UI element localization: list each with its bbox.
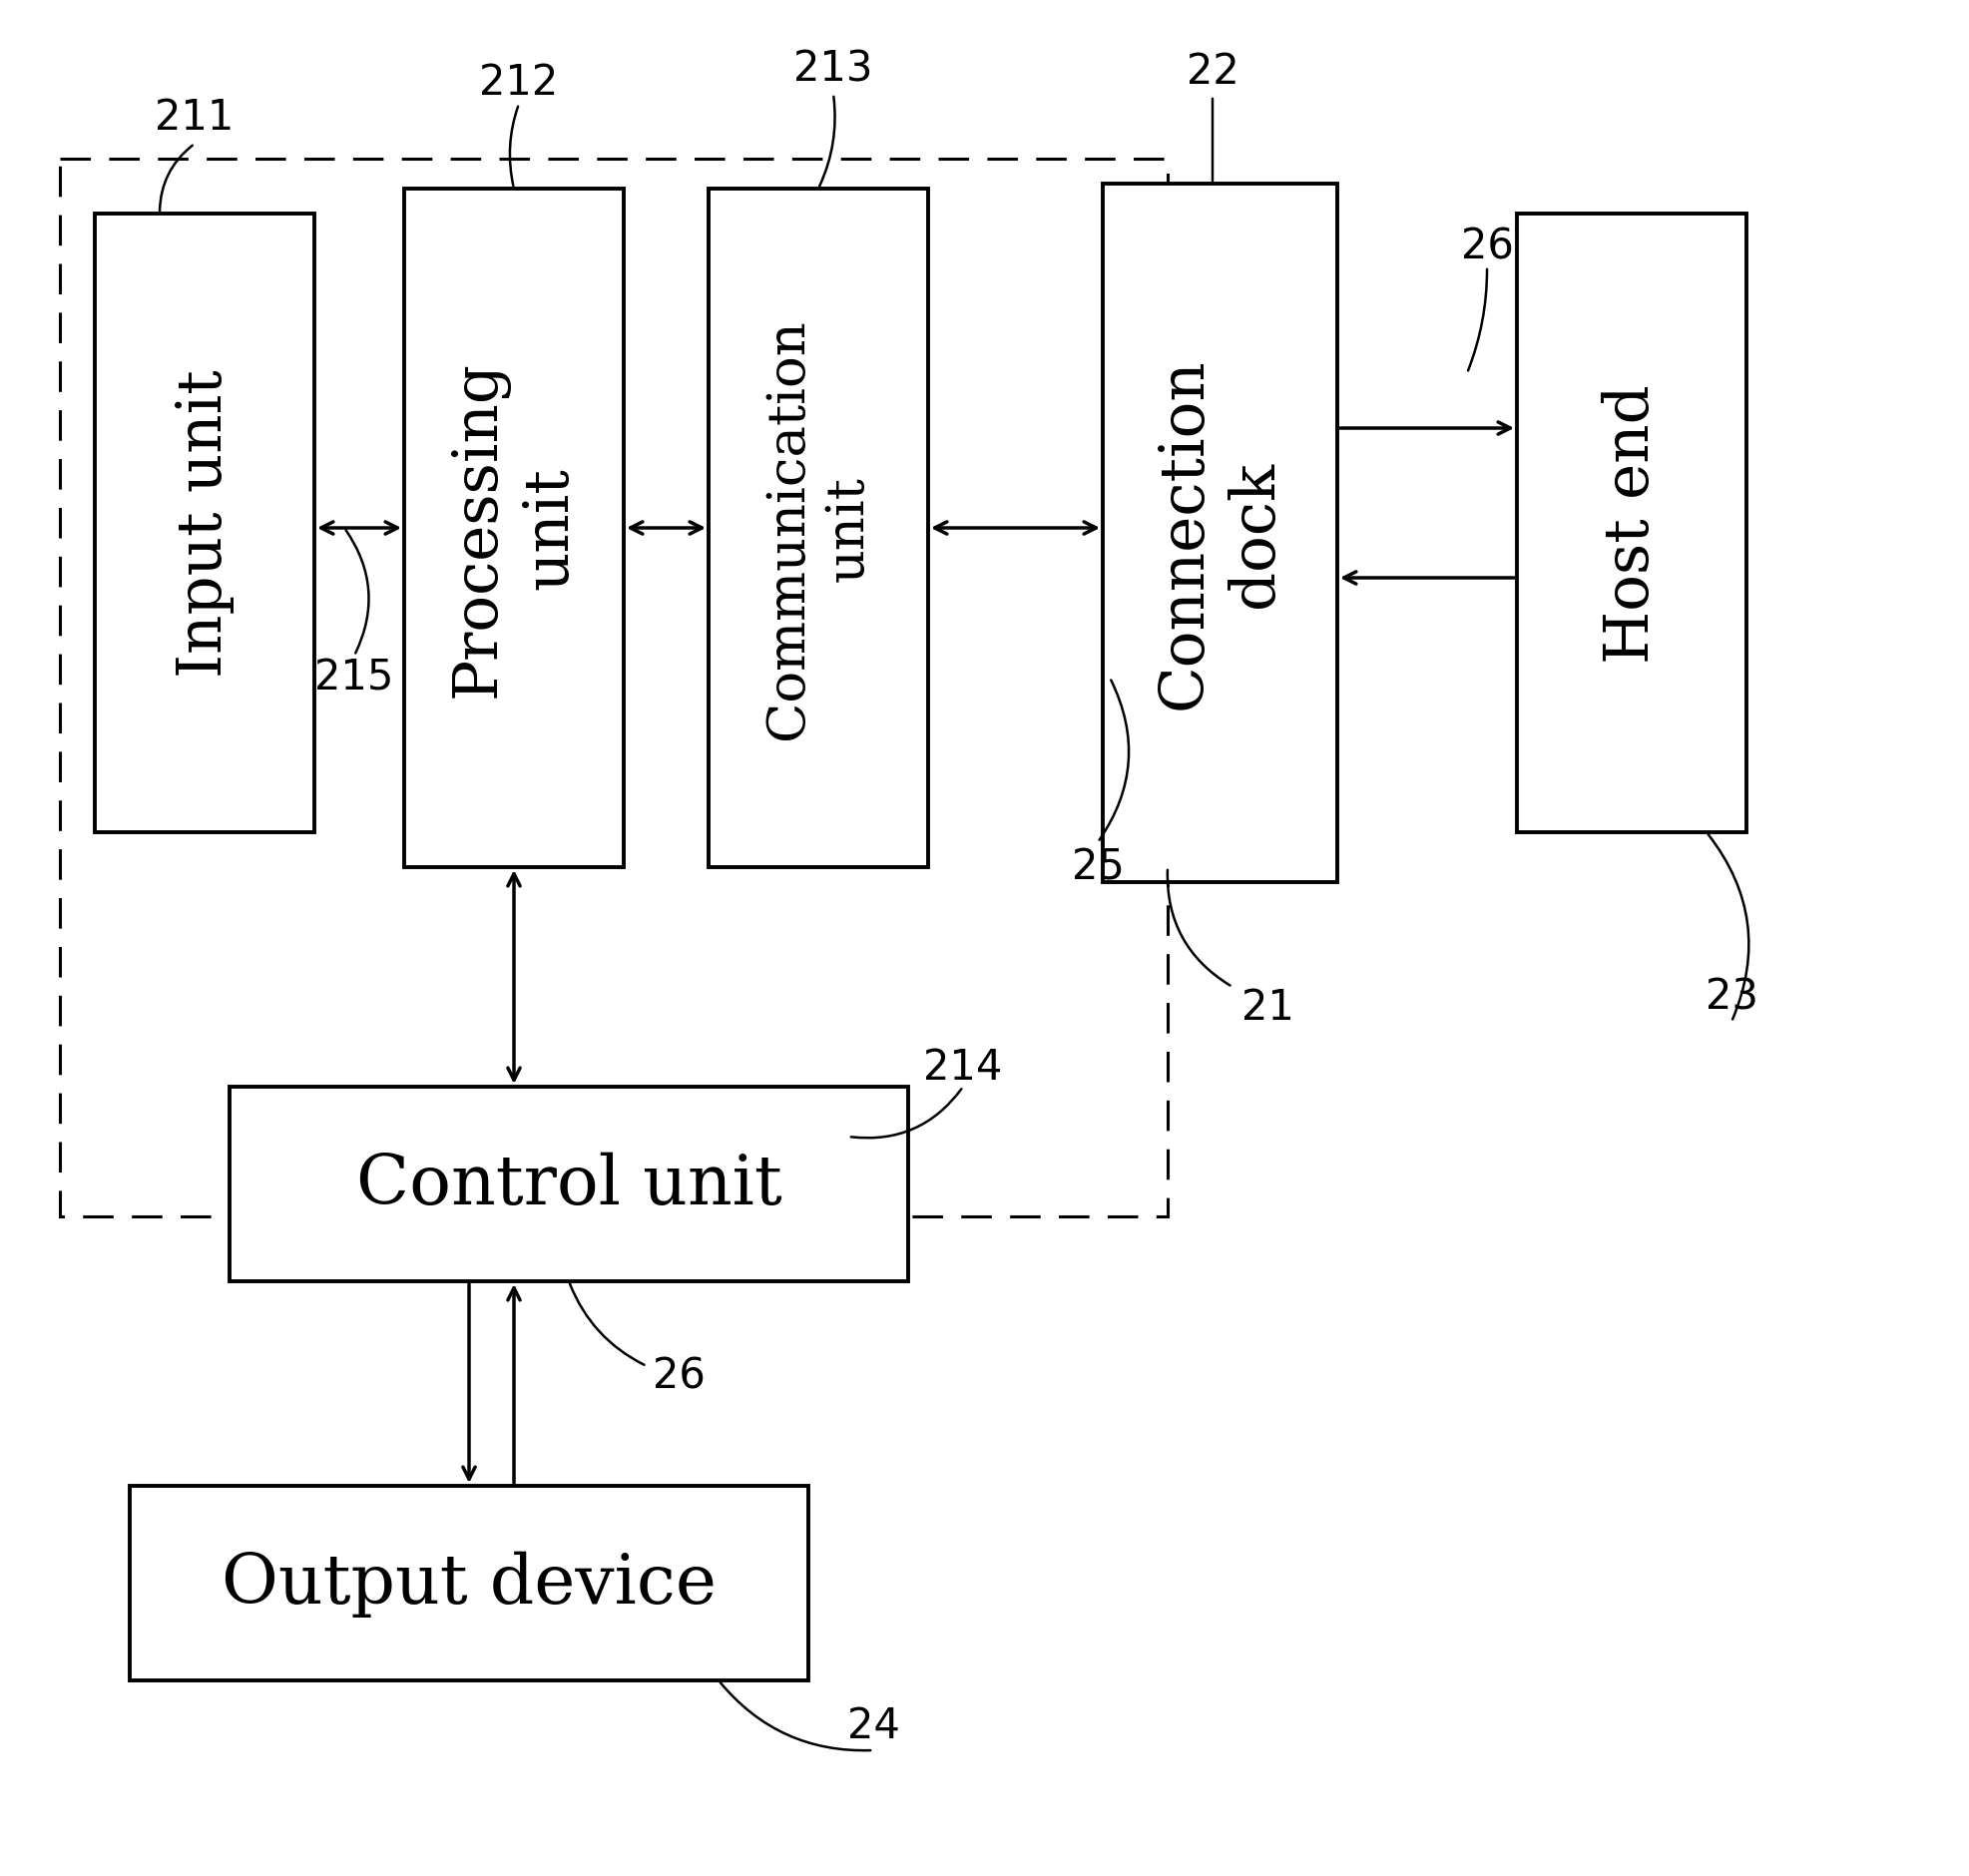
Bar bbox=[59, 159, 1168, 1218]
Bar bbox=[1516, 214, 1747, 833]
Text: 215: 215 bbox=[315, 657, 394, 700]
Text: 25: 25 bbox=[1071, 846, 1124, 889]
Text: Communication
unit: Communication unit bbox=[762, 319, 874, 739]
Text: 213: 213 bbox=[794, 49, 872, 90]
Text: 212: 212 bbox=[478, 62, 557, 103]
Text: Host end: Host end bbox=[1601, 385, 1660, 662]
Bar bbox=[95, 214, 315, 833]
Text: 214: 214 bbox=[923, 1047, 1002, 1088]
Text: Input unit: Input unit bbox=[175, 370, 234, 677]
Text: Output device: Output device bbox=[221, 1550, 717, 1617]
Text: 211: 211 bbox=[156, 98, 234, 139]
Text: 21: 21 bbox=[1240, 987, 1294, 1028]
Text: 26: 26 bbox=[652, 1354, 705, 1398]
Bar bbox=[130, 1486, 807, 1681]
Text: 24: 24 bbox=[847, 1705, 900, 1747]
Text: 23: 23 bbox=[1705, 976, 1756, 1019]
Text: Processing
unit: Processing unit bbox=[449, 360, 579, 698]
Text: 26: 26 bbox=[1459, 227, 1512, 268]
Bar bbox=[709, 189, 927, 869]
Bar bbox=[1103, 184, 1337, 882]
Bar bbox=[230, 1086, 908, 1281]
Text: Connection
dock: Connection dock bbox=[1154, 358, 1286, 709]
Bar bbox=[404, 189, 624, 869]
Text: 22: 22 bbox=[1185, 51, 1239, 92]
Text: Control unit: Control unit bbox=[356, 1152, 782, 1218]
